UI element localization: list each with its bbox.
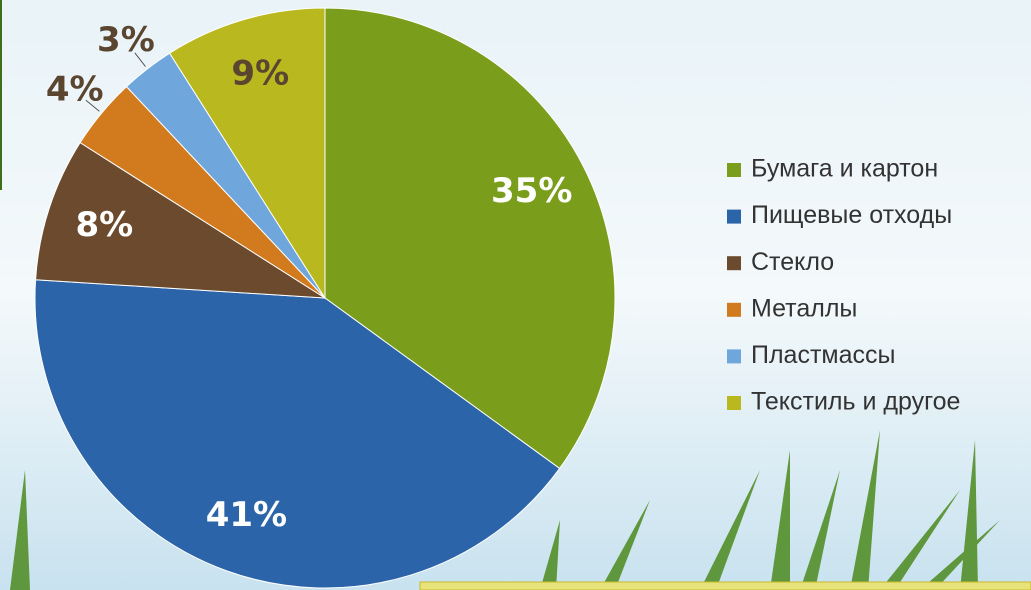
legend-swatch xyxy=(727,303,741,317)
legend-label: Текстиль и другое xyxy=(751,388,960,416)
data-label: 35% xyxy=(491,171,572,211)
legend-swatch xyxy=(727,163,741,177)
bottom-box xyxy=(420,582,1031,590)
legend-swatch xyxy=(727,396,741,410)
legend-label: Стекло xyxy=(751,248,834,276)
legend-swatch xyxy=(727,210,741,224)
legend-label: Бумага и картон xyxy=(751,155,938,183)
page: {"chart_data": {"type": "pie", "categori… xyxy=(0,0,1031,590)
data-label: 3% xyxy=(97,20,155,60)
data-label: 41% xyxy=(206,495,287,535)
chart: 35% 41% 8% 4% 3% 9% Бумага и картон Пищевые от… xyxy=(0,0,1031,590)
legend-label: Пластмассы xyxy=(751,341,895,369)
legend-swatch xyxy=(727,256,741,270)
data-label: 4% xyxy=(46,69,104,109)
data-label: 9% xyxy=(231,54,289,94)
legend-label: Пищевые отходы xyxy=(751,201,952,229)
legend-label: Металлы xyxy=(751,294,857,322)
pie: 35% 41% 8% 4% 3% 9% xyxy=(35,8,615,588)
data-label: 8% xyxy=(75,205,133,245)
legend-swatch xyxy=(727,349,741,363)
edge-line xyxy=(0,0,2,190)
